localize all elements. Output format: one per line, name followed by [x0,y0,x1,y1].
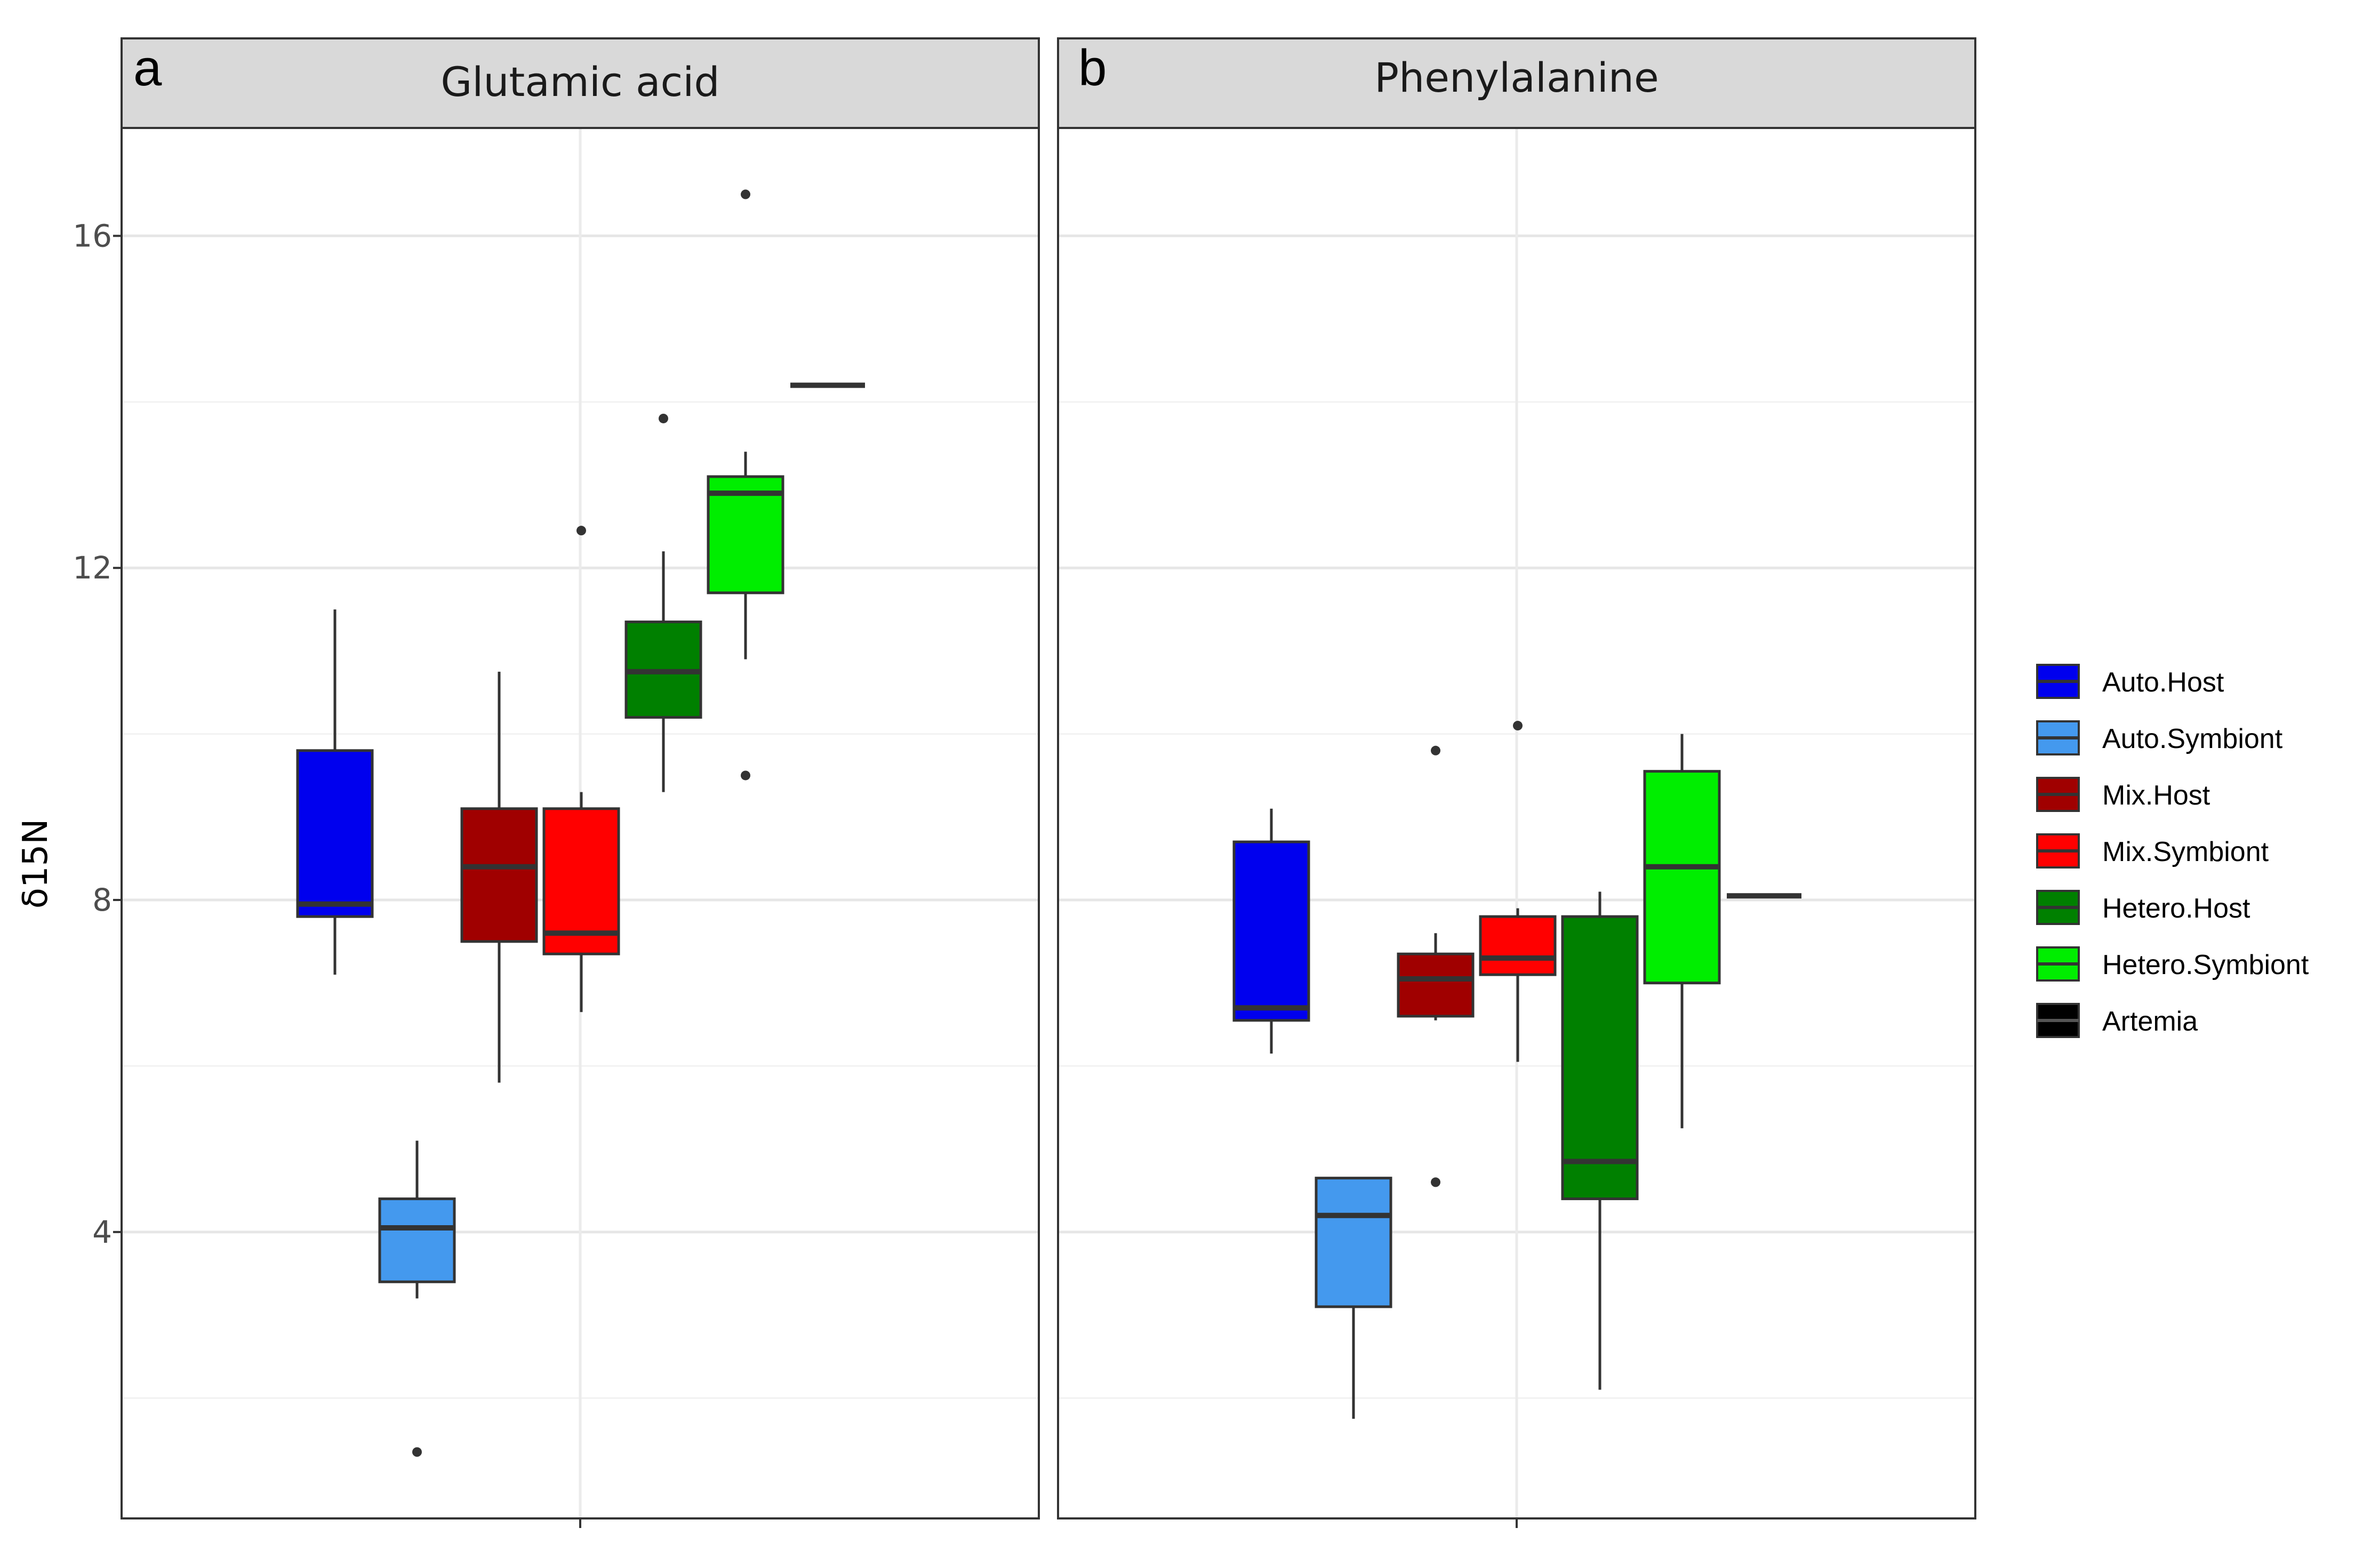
outlier-point [659,413,668,423]
outlier-point [1431,1177,1440,1187]
y-axis-title: δ15N [16,819,55,908]
box-iqr [460,807,538,943]
legend-item-hetero-host: Hetero.Host [2036,890,2250,925]
legend-item-mix-host: Mix.Host [2036,777,2210,812]
panel-border [121,127,1040,1519]
box-mix-symbiont [1479,721,1557,1062]
legend-label: Hetero.Host [2102,893,2250,924]
box-mix-host [1397,745,1475,1187]
box-iqr [542,807,620,955]
box-iqr [1315,1177,1392,1308]
box-iqr [707,475,784,594]
box-iqr [1479,915,1557,976]
legend-item-artemia: Artemia [2036,1003,2198,1038]
panel-strip [121,37,1040,129]
outlier-point [741,770,750,781]
box-mix-host [460,671,538,1083]
panel-tag: a [133,39,162,97]
legend-label: Mix.Host [2102,780,2210,811]
box-mix-symbiont [542,526,620,1012]
y-tick-label: 12 [73,550,112,586]
box-iqr [378,1197,456,1283]
outlier-point [1513,721,1523,731]
legend-item-mix-symbiont: Mix.Symbiont [2036,833,2269,869]
box-auto-symbiont [378,1140,456,1457]
box-iqr [296,749,374,918]
box-iqr [1643,770,1721,985]
y-tick-label: 4 [92,1214,112,1250]
y-tick-label: 16 [73,218,112,254]
box-iqr [1561,915,1639,1201]
box-auto-host [1232,808,1310,1054]
box-iqr [1232,840,1310,1022]
box-hetero-host [1561,891,1639,1390]
panel-glutamic-acid: a Glutamic acid [113,37,1040,1528]
panel-border [1057,127,1976,1519]
box-hetero-host [624,413,702,792]
outlier-point [1431,745,1440,755]
outlier-point [412,1447,422,1457]
legend-label: Auto.Symbiont [2102,723,2283,754]
legend-label: Artemia [2102,1006,2198,1037]
box-hetero-symbiont [707,189,784,781]
legend-item-auto-symbiont: Auto.Symbiont [2036,720,2283,755]
legend-label: Auto.Host [2102,667,2224,698]
box-hetero-symbiont [1643,734,1721,1129]
box-auto-symbiont [1315,1177,1392,1419]
legend-item-auto-host: Auto.Host [2036,664,2224,699]
legend: Auto.Host Auto.Symbiont Mix.Host Mix.Sym… [2036,664,2309,1038]
box-iqr [1397,952,1475,1018]
legend-item-hetero-symbiont: Hetero.Symbiont [2036,946,2309,982]
panel-strip [1057,37,1976,129]
panel-tag: b [1078,39,1107,97]
outlier-point [576,526,586,536]
legend-label: Hetero.Symbiont [2102,950,2309,980]
panel-title: Phenylalanine [1374,54,1659,101]
box-auto-host [296,609,374,975]
panel-title: Glutamic acid [440,58,719,106]
legend-label: Mix.Symbiont [2102,837,2269,867]
panel-phenylalanine: b Phenylalanine [1057,37,1976,1528]
y-tick-label: 8 [92,882,112,918]
outlier-point [741,189,750,199]
